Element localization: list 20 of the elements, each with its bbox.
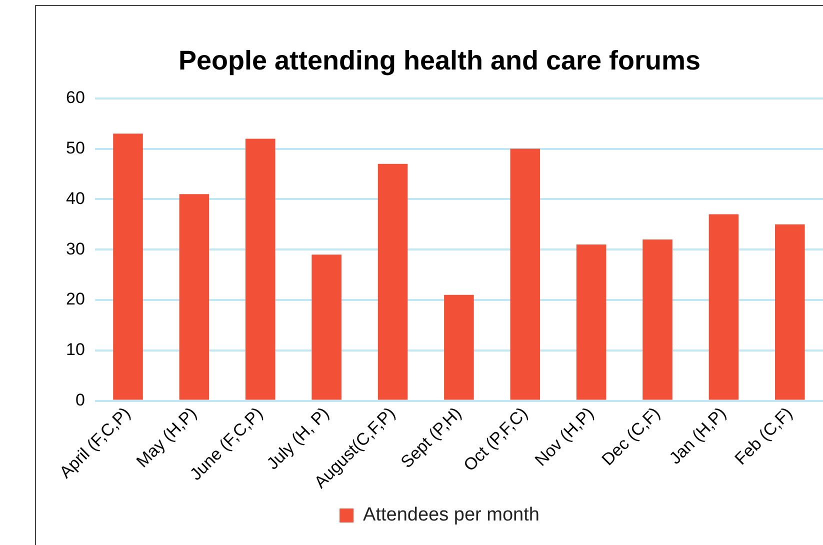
y-tick-label: 60 [66, 88, 85, 108]
legend-label: Attendees per month [363, 504, 540, 526]
bar [444, 294, 474, 400]
chart-title: People attending health and care forums [178, 46, 701, 76]
bar [179, 194, 210, 400]
bar [775, 224, 805, 400]
y-tick-label: 0 [75, 390, 85, 410]
y-tick-label: 50 [66, 138, 85, 158]
bar [378, 164, 408, 400]
bar [113, 134, 143, 400]
bar [245, 138, 276, 400]
bar [312, 254, 342, 400]
y-tick-label: 40 [66, 188, 85, 208]
bar [576, 244, 606, 400]
y-tick-label: 10 [66, 340, 85, 360]
bar [642, 240, 672, 400]
bar [510, 148, 540, 400]
bar [708, 214, 739, 400]
y-tick-label: 20 [66, 290, 85, 309]
y-tick-label: 30 [66, 239, 85, 258]
